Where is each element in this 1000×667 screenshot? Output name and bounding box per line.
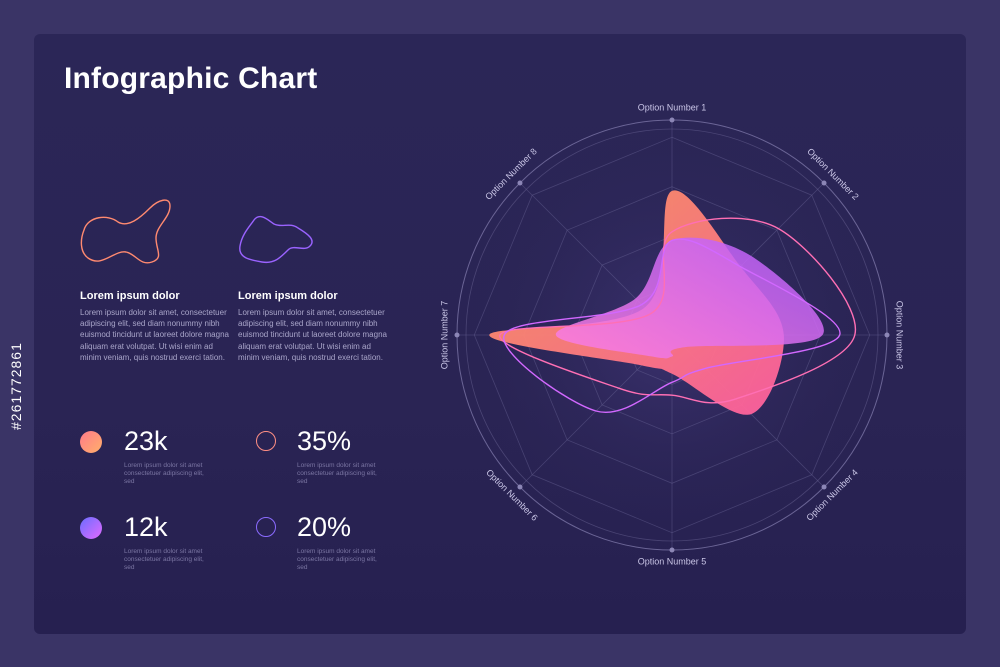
stat-caption: Lorem ipsum dolor sit amet consectetuer … — [124, 548, 204, 571]
radar-series-outline-3 — [499, 217, 857, 404]
stock-id-label: #261772861 — [8, 342, 24, 430]
outline-blob-icon — [239, 215, 313, 264]
radar-axis-dot — [884, 332, 890, 338]
stat-swatch — [80, 517, 102, 539]
radar-axis-dot — [669, 547, 675, 553]
page-title: Infographic Chart — [64, 62, 318, 95]
radar-axis-label: Option Number 7 — [439, 301, 449, 370]
stat-ring — [256, 517, 276, 537]
stat-value: 12k — [124, 512, 168, 542]
column-heading: Lorem ipsum dolor — [80, 290, 180, 302]
radar-axis-dot — [669, 117, 675, 123]
radar-series-outline-4 — [503, 238, 841, 414]
radar-grid-ring — [523, 186, 821, 484]
stat-caption: Lorem ipsum dolor sit amet consectetuer … — [297, 548, 377, 571]
radar-grid-ring — [473, 136, 871, 534]
stat-caption: Lorem ipsum dolor sit amet consectetuer … — [297, 462, 377, 485]
radar-axis-dot — [821, 180, 827, 186]
blob-outline-2 — [239, 215, 313, 264]
stat-value: 23k — [124, 426, 168, 456]
stat-swatch — [80, 431, 102, 453]
blob-outline-1 — [80, 199, 171, 264]
column-heading: Lorem ipsum dolor — [238, 290, 338, 302]
column-body: Lorem ipsum dolor sit amet, consectetuer… — [80, 308, 229, 362]
stat-value: 20% — [297, 512, 352, 542]
radar-axis-label: Option Number 5 — [638, 556, 707, 566]
radar-inner-ring — [465, 128, 879, 542]
stat-caption: Lorem ipsum dolor sit amet consectetuer … — [124, 462, 204, 485]
radar-axis-label: Option Number 3 — [895, 301, 905, 370]
outline-blob-icon — [80, 199, 171, 264]
stat-value: 35% — [297, 426, 352, 456]
radar-axis-dot — [821, 484, 827, 490]
radar-axis-dot — [454, 332, 460, 338]
radar-axis-label: Option Number 1 — [638, 102, 707, 112]
radar-series-fill-2 — [555, 237, 824, 359]
column-body: Lorem ipsum dolor sit amet, consectetuer… — [238, 308, 387, 362]
radar-axis-dot — [517, 484, 523, 490]
radar-series — [489, 190, 857, 415]
stat-ring — [256, 431, 276, 451]
radar-axis-dot — [517, 180, 523, 186]
